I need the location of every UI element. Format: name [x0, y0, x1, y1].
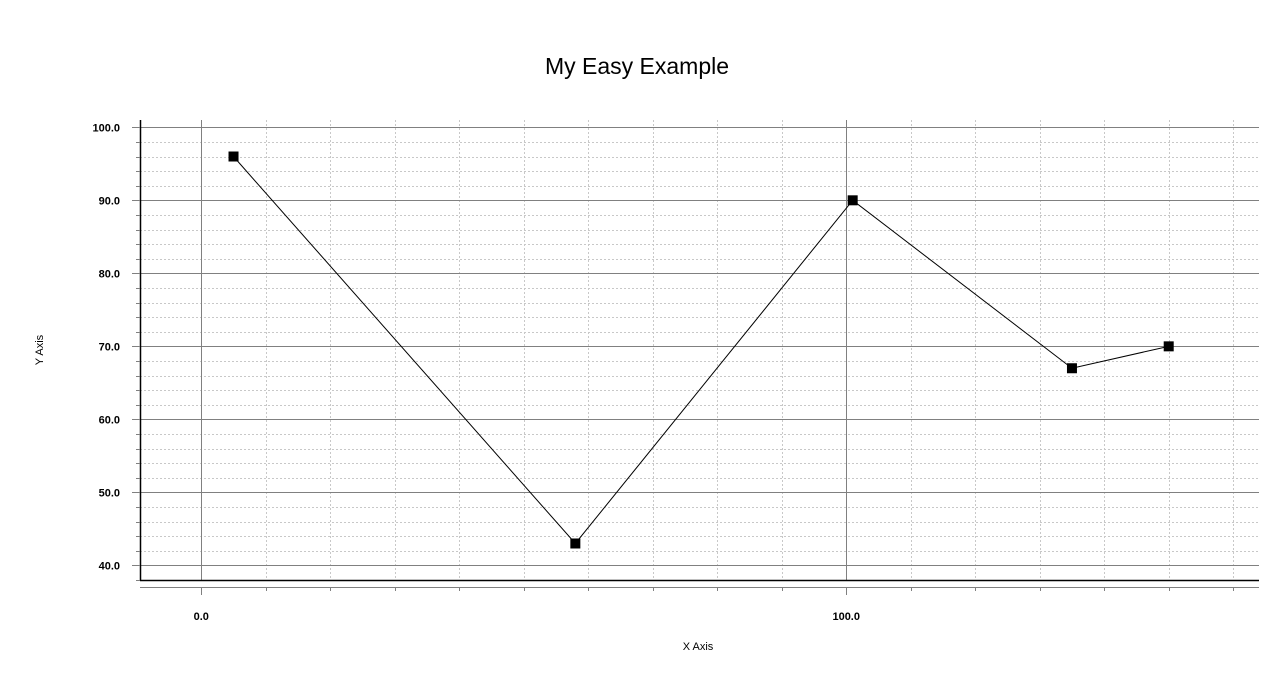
- plot-axes: [139, 120, 1259, 588]
- data-point-marker: [1066, 363, 1077, 374]
- x-axis-label: X Axis: [683, 641, 714, 653]
- series-line: [233, 156, 1169, 545]
- y-tick-label: 100.0: [92, 122, 120, 134]
- plot-grid: [140, 120, 1259, 581]
- y-tick-label: 50.0: [99, 487, 120, 499]
- x-tick-label: 0.0: [194, 611, 209, 623]
- chart-title: My Easy Example: [545, 53, 729, 79]
- x-tick-label: 100.0: [832, 611, 860, 623]
- y-tick-label: 70.0: [99, 341, 120, 353]
- data-point-marker: [570, 538, 581, 549]
- data-point-marker: [228, 151, 239, 162]
- tick-labels: 40.0 50.0 60.0 70.0 80.0 90.0 100.0 0.0 …: [92, 122, 860, 623]
- y-tick-label: 60.0: [99, 414, 120, 426]
- series-group: [228, 151, 1174, 549]
- tick-marks: [132, 127, 1234, 595]
- y-tick-label: 80.0: [99, 268, 120, 280]
- y-tick-label: 90.0: [99, 195, 120, 207]
- y-tick-label: 40.0: [99, 560, 120, 572]
- data-point-marker: [1163, 341, 1174, 352]
- data-point-marker: [847, 195, 858, 206]
- y-axis-label: Y Axis: [34, 334, 46, 365]
